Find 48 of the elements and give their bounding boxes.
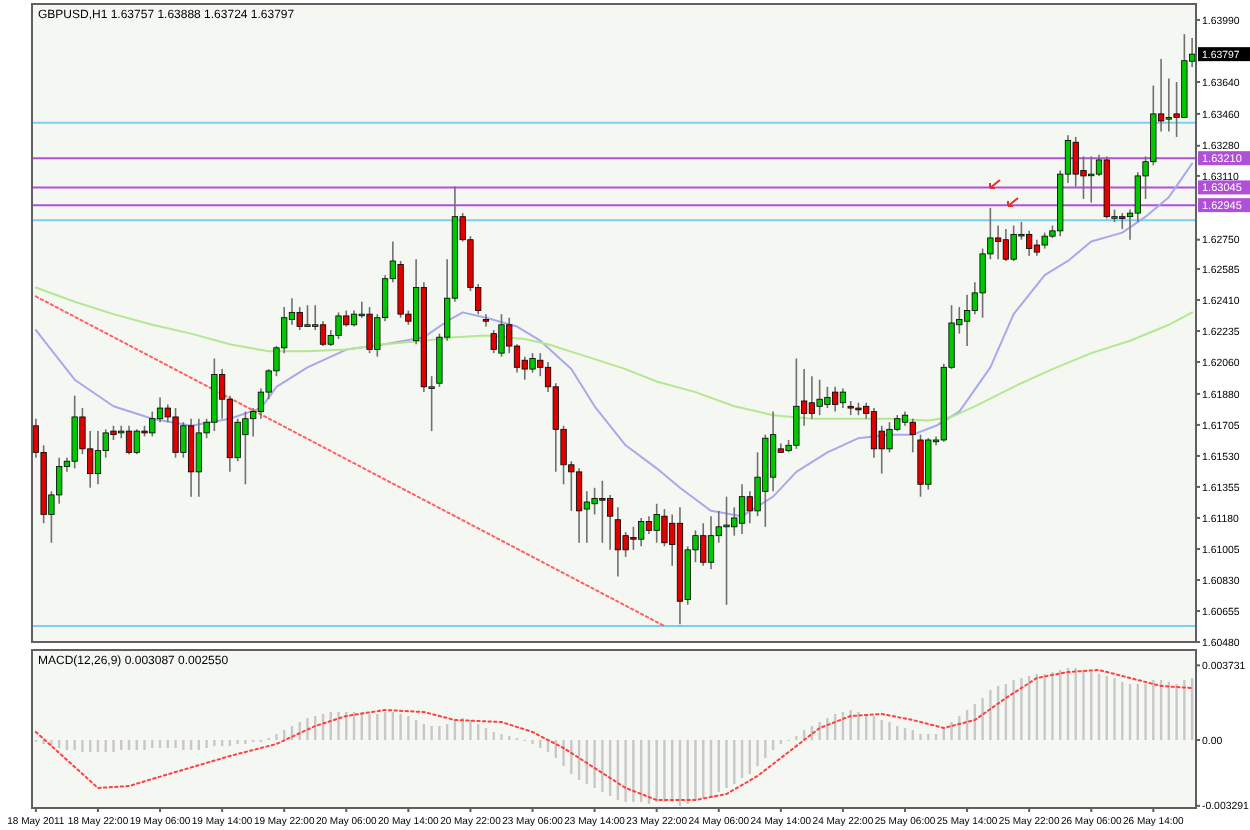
candlestick bbox=[1010, 224, 1017, 262]
candlestick bbox=[195, 417, 202, 498]
candlestick bbox=[995, 224, 1002, 260]
candlestick bbox=[738, 483, 746, 535]
candlestick bbox=[925, 437, 932, 491]
candlestick bbox=[211, 357, 218, 432]
line-series bbox=[34, 669, 1194, 801]
candlestick bbox=[529, 352, 536, 374]
candlestick bbox=[599, 479, 606, 544]
candlestick bbox=[653, 502, 660, 544]
candlestick bbox=[94, 430, 102, 486]
candlestick bbox=[1088, 155, 1095, 204]
candlestick bbox=[832, 386, 839, 413]
candlestick bbox=[769, 410, 777, 493]
candlestick bbox=[498, 313, 505, 358]
candlestick bbox=[607, 494, 614, 551]
candlestick bbox=[296, 306, 303, 331]
candlestick bbox=[839, 387, 847, 409]
candlestick bbox=[638, 517, 645, 548]
candlestick bbox=[490, 329, 497, 354]
candlestick bbox=[133, 428, 140, 455]
candlestick bbox=[304, 304, 311, 328]
candlestick bbox=[71, 394, 78, 470]
candlestick bbox=[1026, 230, 1033, 257]
candlestick bbox=[793, 357, 800, 450]
candlestick bbox=[824, 386, 831, 409]
candlestick bbox=[125, 424, 133, 455]
candlestick bbox=[575, 467, 583, 544]
candlestick bbox=[1165, 77, 1172, 133]
candlestick bbox=[808, 375, 815, 420]
candlestick bbox=[723, 495, 730, 606]
candlestick bbox=[366, 306, 373, 354]
candlestick bbox=[1072, 136, 1079, 188]
candlestick bbox=[335, 311, 342, 340]
line-series bbox=[34, 286, 1194, 422]
candlestick bbox=[870, 407, 878, 459]
candlestick bbox=[242, 410, 249, 486]
candlestick bbox=[816, 378, 823, 416]
candlestick bbox=[319, 320, 327, 347]
candlestick bbox=[614, 506, 621, 578]
candlestick bbox=[700, 522, 707, 567]
candlestick bbox=[1002, 228, 1009, 262]
candlestick bbox=[172, 407, 179, 459]
candlestick bbox=[630, 526, 637, 551]
candlestick bbox=[963, 293, 971, 347]
candlestick bbox=[187, 417, 195, 498]
candlestick bbox=[707, 515, 715, 571]
candlestick bbox=[482, 313, 490, 328]
